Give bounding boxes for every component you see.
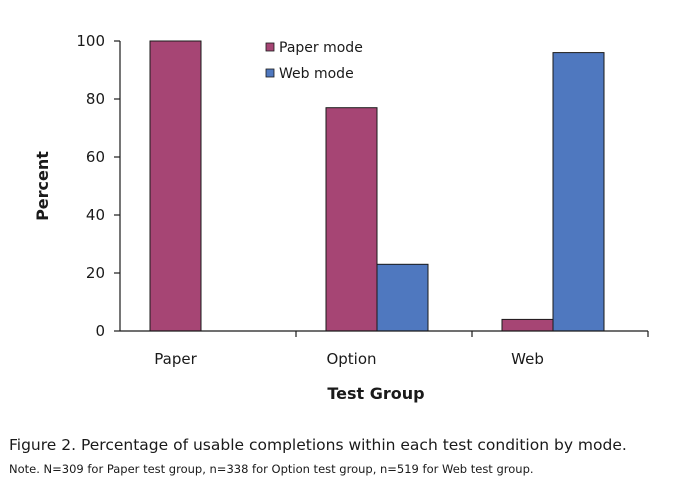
bar-paper-mode-web [501,318,554,332]
y-tick-label: 40 [86,206,105,224]
x-tick-label-option: Option [326,350,376,368]
y-tick-label: 0 [95,322,105,340]
y-axis-ticks: 0 20 40 60 80 100 [76,32,120,340]
bar-web-mode-option [376,263,429,332]
y-axis-title: Percent [33,151,52,221]
bar-paper-mode-paper [149,40,202,332]
y-tick-label: 80 [86,90,105,108]
bar-chart: 0 20 40 60 80 100 Paper Option Web Percent Test… [33,32,649,403]
x-tick-label-web: Web [511,350,544,368]
x-tick-label-paper: Paper [154,350,197,368]
x-axis-ticks: Paper Option Web [154,331,649,368]
y-tick-label: 20 [86,264,105,282]
bar-paper-mode-option [325,107,378,332]
figure-note: Note. N=309 for Paper test group, n=338 … [9,462,534,476]
bar-web-mode-web [552,52,605,332]
legend-label-web-mode: Web mode [279,66,354,82]
y-tick-label: 60 [86,148,105,166]
legend-swatch-web-mode [265,68,275,78]
legend-label-paper-mode: Paper mode [279,40,363,56]
figure-caption: Figure 2. Percentage of usable completio… [9,436,627,454]
legend-swatch-paper-mode [265,42,275,52]
y-tick-label: 100 [76,32,105,50]
x-axis-title: Test Group [327,384,424,403]
bar-group [149,40,605,332]
legend: Paper mode Web mode [265,40,363,82]
